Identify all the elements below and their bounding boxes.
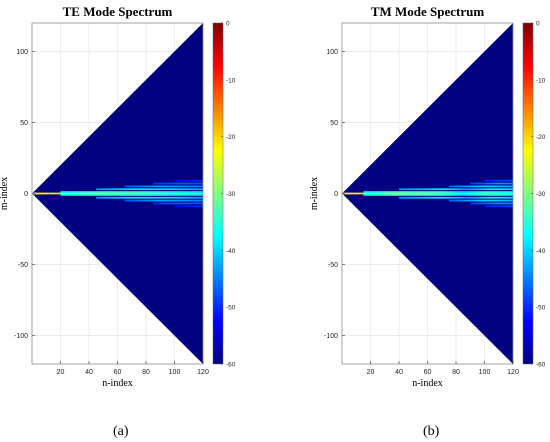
mode-streak: [60, 191, 203, 193]
x-tick-label: 100: [479, 369, 491, 376]
colorbar-tick-label: -10: [226, 77, 236, 84]
colorbar-tick-label: -10: [536, 77, 546, 84]
mode-streak: [153, 182, 203, 185]
mode-streak: [363, 191, 513, 193]
x-tick-label: 80: [452, 369, 460, 376]
streak-group: [32, 179, 203, 208]
mode-streak: [484, 205, 513, 208]
x-axis-label: n-index: [102, 378, 133, 389]
panel-caption-b: (b): [423, 424, 440, 439]
mode-streak: [363, 194, 513, 196]
y-tick-label: -50: [18, 262, 28, 269]
x-tick-label: 120: [507, 369, 519, 376]
x-tick-label: 60: [424, 369, 432, 376]
mode-streak: [399, 196, 513, 199]
y-tick-label: 50: [330, 120, 338, 127]
colorbar-tick-label: -30: [536, 191, 546, 198]
x-tick-label: 20: [367, 369, 375, 376]
y-tick-label: 0: [334, 191, 338, 198]
mode-streak: [448, 185, 513, 188]
mode-streak: [174, 179, 203, 182]
colorbar-tick-label: -40: [536, 248, 546, 255]
mode-streak: [96, 196, 203, 199]
x-tick-label: 60: [114, 369, 122, 376]
mode-streak: [484, 179, 513, 182]
x-tick-label: 40: [85, 369, 93, 376]
x-tick-label: 120: [197, 369, 209, 376]
mode-streak: [153, 202, 203, 205]
colorbar-tick-label: -50: [536, 305, 546, 312]
y-axis-label: m-index: [0, 177, 10, 210]
mode-streak: [60, 194, 203, 196]
mode-streak: [399, 188, 513, 191]
y-tick-label: 50: [20, 120, 28, 127]
chart-title: TE Mode Spectrum: [63, 4, 173, 19]
colorbar-tick-label: -60: [536, 362, 546, 369]
mode-streak: [124, 185, 203, 188]
mode-streak: [342, 192, 513, 195]
mode-streak: [470, 202, 513, 205]
streak-group: [342, 179, 513, 208]
y-tick-label: -100: [14, 333, 28, 340]
mode-streak: [448, 199, 513, 202]
colorbar-tick-label: -50: [226, 305, 236, 312]
colorbar-tick-label: 0: [536, 21, 540, 28]
y-tick-label: -100: [324, 333, 338, 340]
mode-streak: [96, 188, 203, 191]
x-tick-label: 20: [57, 369, 65, 376]
x-tick-label: 100: [169, 369, 181, 376]
y-tick-label: 100: [326, 49, 338, 56]
y-tick-label: 100: [16, 49, 28, 56]
x-tick-label: 80: [142, 369, 150, 376]
colorbar-tick-label: -20: [226, 134, 236, 141]
colorbar-tick-label: 0: [226, 21, 230, 28]
y-axis-label: m-index: [309, 177, 320, 210]
chart-title: TM Mode Spectrum: [371, 4, 485, 19]
x-axis-label: n-index: [412, 378, 443, 389]
colorbar-tick-label: -30: [226, 191, 236, 198]
mode-streak: [470, 182, 513, 185]
x-tick-label: 40: [395, 369, 403, 376]
colorbar-tick-label: -40: [226, 248, 236, 255]
mode-streak: [32, 192, 203, 195]
y-tick-label: 0: [24, 191, 28, 198]
y-tick-label: -50: [328, 262, 338, 269]
mode-streak: [124, 199, 203, 202]
panel-caption-a: (a): [113, 424, 129, 439]
colorbar-tick-label: -20: [536, 134, 546, 141]
colorbar-tick-label: -60: [226, 362, 236, 369]
mode-streak: [174, 205, 203, 208]
